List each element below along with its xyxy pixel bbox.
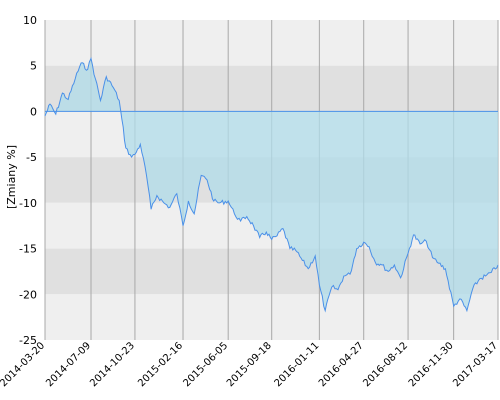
x-tick-label: 2015-02-16 — [136, 340, 185, 389]
y-tick-label: 5 — [30, 60, 37, 73]
x-tick-label: 2014-07-09 — [44, 340, 93, 389]
y-axis-ticks: 10 5 0 -5 -10 -15 -20 -25 — [19, 14, 37, 347]
y-tick-label: -5 — [26, 151, 37, 164]
x-tick-label: 2014-10-23 — [88, 340, 137, 389]
y-tick-label: -25 — [19, 334, 37, 347]
x-tick-label: 2016-04-27 — [317, 340, 366, 389]
y-tick-label: 0 — [30, 105, 37, 118]
y-tick-label: -10 — [19, 197, 37, 210]
x-tick-label: 2015-06-05 — [181, 340, 230, 389]
series-line — [44, 56, 499, 313]
x-tick-label: 2016-08-12 — [361, 340, 410, 389]
y-axis-label: [Zmiany %] — [5, 145, 18, 209]
x-tick-label: 2016-11-30 — [407, 340, 456, 389]
y-tick-label: -20 — [19, 288, 37, 301]
series-area — [45, 58, 498, 311]
x-tick-label: 2015-09-18 — [225, 340, 274, 389]
x-tick-label: 2017-03-17 — [451, 340, 500, 389]
y-tick-label: -15 — [19, 243, 37, 256]
area-layer — [44, 56, 499, 313]
y-tick-label: 10 — [23, 14, 37, 27]
x-tick-label: 2016-01-11 — [273, 340, 322, 389]
x-tick-label: 2014-03-20 — [0, 340, 47, 389]
